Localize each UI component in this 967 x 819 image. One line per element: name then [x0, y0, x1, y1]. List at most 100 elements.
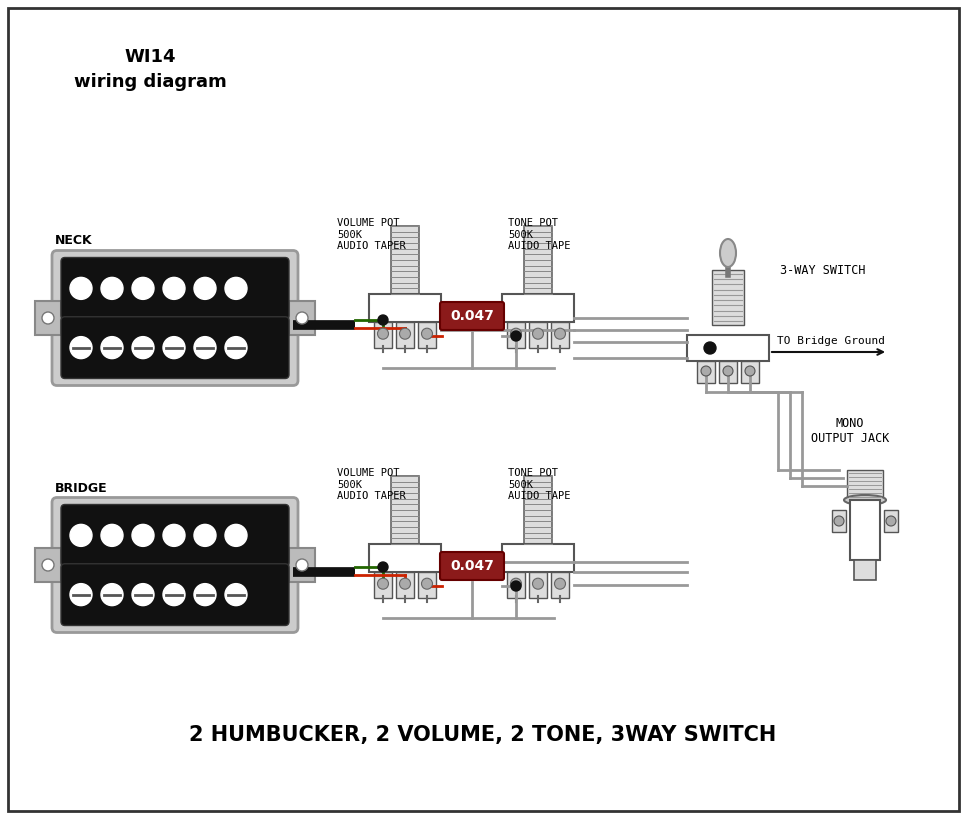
Circle shape	[554, 578, 566, 589]
Bar	[418, 572, 436, 598]
Text: VOLUME POT
500K
AUDIO TAPER: VOLUME POT 500K AUDIO TAPER	[337, 218, 406, 251]
Bar	[524, 226, 552, 294]
Text: NECK: NECK	[55, 234, 93, 247]
Bar	[35, 301, 61, 335]
Circle shape	[533, 578, 543, 589]
Circle shape	[42, 312, 54, 324]
Circle shape	[132, 584, 154, 605]
Circle shape	[225, 278, 247, 300]
Circle shape	[225, 524, 247, 546]
Circle shape	[194, 337, 216, 359]
Text: 0.047: 0.047	[450, 309, 494, 323]
FancyBboxPatch shape	[61, 317, 289, 378]
Circle shape	[886, 516, 896, 526]
Circle shape	[163, 524, 185, 546]
Circle shape	[422, 328, 432, 339]
Bar	[35, 548, 61, 582]
Circle shape	[132, 524, 154, 546]
Circle shape	[704, 342, 716, 354]
Circle shape	[225, 584, 247, 605]
Bar	[289, 548, 315, 582]
Circle shape	[296, 559, 308, 571]
FancyBboxPatch shape	[52, 497, 298, 632]
FancyBboxPatch shape	[61, 505, 289, 566]
Text: 2 HUMBUCKER, 2 VOLUME, 2 TONE, 3WAY SWITCH: 2 HUMBUCKER, 2 VOLUME, 2 TONE, 3WAY SWIT…	[190, 725, 777, 745]
Circle shape	[399, 328, 411, 339]
FancyBboxPatch shape	[61, 257, 289, 319]
Circle shape	[701, 366, 711, 376]
Text: VOLUME POT
500K
AUDIO TAPER: VOLUME POT 500K AUDIO TAPER	[337, 468, 406, 501]
Text: TONE POT
500K
AUIDO TAPE: TONE POT 500K AUIDO TAPE	[508, 218, 571, 251]
Circle shape	[377, 328, 389, 339]
Circle shape	[194, 278, 216, 300]
Ellipse shape	[720, 239, 736, 267]
Circle shape	[101, 584, 123, 605]
FancyBboxPatch shape	[52, 251, 298, 386]
Bar	[884, 510, 898, 532]
Bar	[418, 322, 436, 348]
Bar	[719, 361, 737, 383]
Bar	[369, 294, 441, 322]
Text: 3-WAY SWITCH: 3-WAY SWITCH	[780, 264, 865, 277]
Circle shape	[378, 562, 388, 572]
Bar	[391, 226, 419, 294]
Circle shape	[511, 581, 521, 591]
Circle shape	[511, 331, 521, 341]
Circle shape	[132, 337, 154, 359]
Circle shape	[194, 524, 216, 546]
Bar	[391, 476, 419, 544]
Bar	[374, 572, 392, 598]
FancyBboxPatch shape	[61, 563, 289, 626]
Bar	[502, 294, 574, 322]
Circle shape	[225, 337, 247, 359]
Circle shape	[101, 524, 123, 546]
Bar	[551, 322, 569, 348]
Circle shape	[554, 328, 566, 339]
Circle shape	[70, 524, 92, 546]
Circle shape	[70, 337, 92, 359]
Bar	[524, 476, 552, 544]
Bar	[854, 560, 876, 580]
Bar	[741, 361, 759, 383]
Text: WI14
wiring diagram: WI14 wiring diagram	[73, 48, 226, 91]
Bar	[712, 270, 744, 325]
Bar	[847, 470, 883, 500]
Bar	[396, 572, 414, 598]
Circle shape	[163, 337, 185, 359]
Circle shape	[723, 366, 733, 376]
Circle shape	[378, 315, 388, 325]
FancyBboxPatch shape	[8, 8, 959, 811]
Bar	[529, 322, 547, 348]
FancyBboxPatch shape	[440, 552, 504, 580]
Bar	[850, 500, 880, 560]
Circle shape	[533, 328, 543, 339]
Circle shape	[745, 366, 755, 376]
Circle shape	[377, 578, 389, 589]
Text: BRIDGE: BRIDGE	[55, 482, 107, 495]
Circle shape	[163, 584, 185, 605]
Circle shape	[101, 278, 123, 300]
Bar	[687, 335, 769, 361]
Circle shape	[511, 328, 521, 339]
Text: TO Bridge Ground: TO Bridge Ground	[777, 336, 885, 346]
Circle shape	[42, 559, 54, 571]
Bar	[507, 572, 525, 598]
Text: MONO
OUTPUT JACK: MONO OUTPUT JACK	[810, 417, 890, 445]
Text: TONE POT
500K
AUIDO TAPE: TONE POT 500K AUIDO TAPE	[508, 468, 571, 501]
Circle shape	[511, 578, 521, 589]
Bar	[369, 544, 441, 572]
Bar	[697, 361, 715, 383]
Text: 0.047: 0.047	[450, 559, 494, 573]
Bar	[529, 572, 547, 598]
Circle shape	[296, 312, 308, 324]
Circle shape	[163, 278, 185, 300]
Bar	[289, 301, 315, 335]
FancyBboxPatch shape	[440, 302, 504, 330]
Bar	[551, 572, 569, 598]
Circle shape	[834, 516, 844, 526]
Bar	[374, 322, 392, 348]
Circle shape	[70, 278, 92, 300]
Circle shape	[101, 337, 123, 359]
Bar	[507, 322, 525, 348]
Bar	[396, 322, 414, 348]
